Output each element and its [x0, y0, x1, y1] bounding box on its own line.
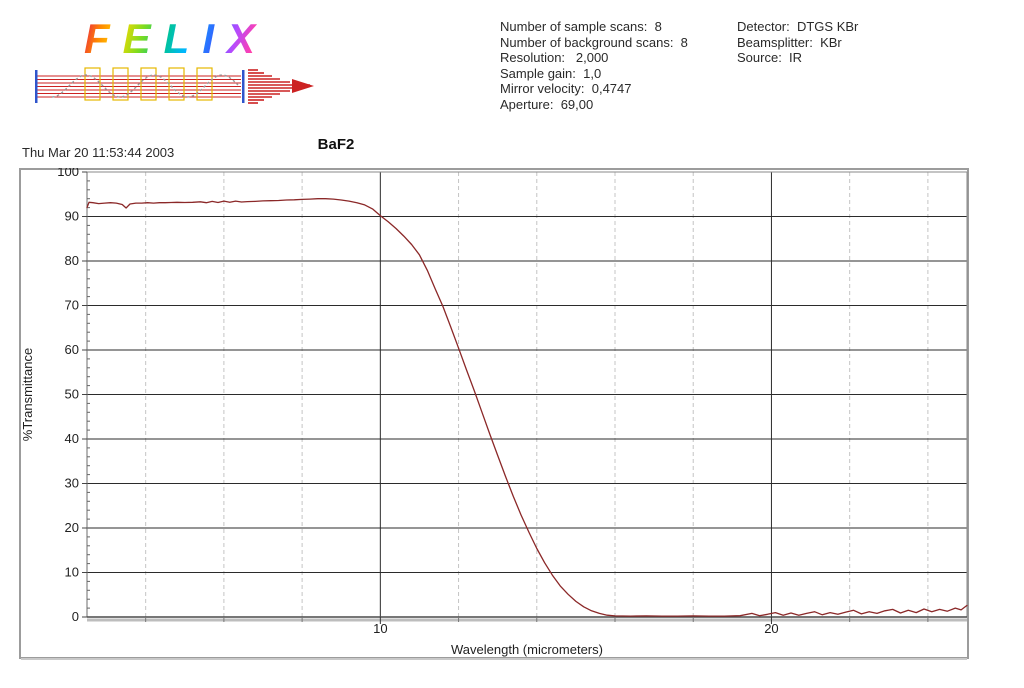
y-tick-label: 40: [65, 431, 79, 446]
undulator-cell: [140, 67, 157, 101]
meta-line-resolution: Resolution: 2,000: [500, 50, 609, 65]
y-axis-title: %Transmittance: [20, 348, 35, 441]
instrument-parameters: Detector: DTGS KBr Beamsplitter: KBr Sou…: [737, 19, 858, 66]
interferometer-beam-diagram: [35, 67, 314, 104]
transmittance-curve: [86, 198, 968, 617]
meta-line-background-scans: Number of background scans: 8: [500, 34, 688, 50]
y-tick-label: 80: [65, 253, 79, 268]
felix-logo-text: FELIX: [84, 15, 269, 62]
spectrum-title: BaF2: [317, 136, 355, 153]
x-tick-label: 10: [373, 621, 387, 636]
mirror-right: [242, 70, 245, 103]
meta-line-source: Source: IR: [737, 50, 803, 65]
y-tick-label: 20: [65, 520, 79, 535]
undulator-cell: [112, 67, 129, 101]
undulator-cell: [168, 67, 185, 101]
y-tick-label: 60: [65, 342, 79, 357]
y-tick-label: 70: [65, 298, 79, 313]
undulator-cell: [84, 67, 101, 101]
meta-line-aperture: Aperture: 69,00: [500, 96, 594, 112]
x-axis-title: Wavelength (micrometers): [451, 642, 603, 657]
x-tick-label: 20: [764, 621, 778, 636]
felix-logo: FELIX: [28, 6, 328, 116]
meta-line-detector: Detector: DTGS KBr: [737, 19, 859, 34]
y-tick-label: 10: [65, 565, 79, 580]
output-beam-arrowhead: [292, 79, 314, 93]
y-tick-label: 0: [72, 609, 79, 624]
spectrum-plot-canvas: 0 10 20 30 40 50 60 70 80 90 100 10 20 Wavelength (mi…: [19, 168, 969, 660]
meta-line-mirror-velocity: Mirror velocity: 0,4747: [500, 81, 632, 96]
acquisition-parameters: Number of sample scans: 8 Number of back…: [500, 19, 688, 112]
mirror-left: [35, 70, 38, 103]
y-tick-label: 100: [57, 168, 79, 179]
y-tick-label: 30: [65, 476, 79, 491]
spectrum-chart: 0 10 20 30 40 50 60 70 80 90 100 10 20 Wavelength (mi…: [19, 168, 969, 660]
undulator-cell: [196, 67, 213, 101]
y-tick-label: 90: [65, 209, 79, 224]
acquisition-timestamp: Thu Mar 20 11:53:44 2003: [22, 145, 175, 160]
y-tick-label: 50: [65, 387, 79, 402]
meta-line-sample-scans: Number of sample scans: 8: [500, 19, 662, 34]
meta-line-beamsplitter: Beamsplitter: KBr: [737, 34, 842, 50]
meta-line-sample-gain: Sample gain: 1,0: [500, 65, 602, 81]
chart-frame: [19, 168, 969, 659]
